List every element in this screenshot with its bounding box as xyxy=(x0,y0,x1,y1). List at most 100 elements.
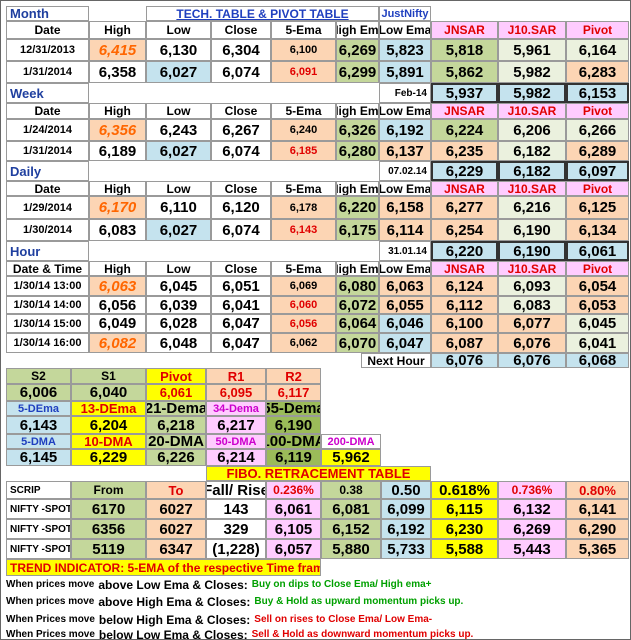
cell: 1/29/2014 xyxy=(6,196,89,219)
cell: 6,053 xyxy=(566,296,629,314)
cell: 6,269 xyxy=(498,519,566,539)
cell: 6,055 xyxy=(379,296,431,314)
cell: 6,290 xyxy=(566,519,629,539)
cell: 6,097 xyxy=(566,161,629,181)
cell: 6,110 xyxy=(146,196,211,219)
note-row: When prices move above High Ema & Closes:… xyxy=(6,593,626,610)
cell: Low xyxy=(146,103,211,119)
cell: 6,185 xyxy=(271,141,336,161)
cell: 5,818 xyxy=(431,39,498,61)
note-row: When Prices move below Low Ema & Closes: S… xyxy=(6,628,626,640)
note-row: When Prices move below High Ema & Closes:… xyxy=(6,611,626,628)
cell: 6,076 xyxy=(498,353,566,368)
cell: High xyxy=(89,103,146,119)
cell: 6,077 xyxy=(498,314,566,333)
cell: 6,115 xyxy=(431,499,498,519)
cell: 6,076 xyxy=(498,333,566,353)
cell: 6,190 xyxy=(498,219,566,241)
cell: 6,047 xyxy=(379,333,431,353)
cell: 6,152 xyxy=(321,519,381,539)
cell: 6,046 xyxy=(379,314,431,333)
cell: 6170 xyxy=(71,499,146,519)
cell: 5-Ema xyxy=(271,261,336,276)
cell: 0.80% xyxy=(566,481,629,499)
cell: 12/31/2013 xyxy=(6,39,89,61)
cell: 6,415 xyxy=(89,39,146,61)
cell: 1/31/2014 xyxy=(6,61,89,83)
cell: Low Ema xyxy=(379,181,431,196)
cell: 07.02.14 xyxy=(379,161,431,181)
cell: 6,175 xyxy=(336,219,379,241)
cell: 6,062 xyxy=(271,333,336,353)
cell: 6,027 xyxy=(146,141,211,161)
cell: NIFTY -SPOT xyxy=(6,519,71,539)
cell: 6,218 xyxy=(146,416,206,434)
cell: 6,190 xyxy=(498,241,566,261)
cell: 6347 xyxy=(146,539,206,559)
cell: 50-DMA xyxy=(206,434,266,449)
cell: Low Ema xyxy=(379,21,431,39)
cell: 100-DMA xyxy=(266,434,321,449)
cell: 6,091 xyxy=(271,61,336,83)
cell: 1/24/2014 xyxy=(6,119,89,141)
cell: 34-Dema xyxy=(206,401,266,416)
cell: 6,057 xyxy=(266,539,321,559)
cell: 6,112 xyxy=(431,296,498,314)
cell: R1 xyxy=(206,368,266,384)
cell: 6,114 xyxy=(379,219,431,241)
cell: 6,206 xyxy=(498,119,566,141)
cell: 5,443 xyxy=(498,539,566,559)
cell: High Ema xyxy=(336,21,379,39)
cell: 6,145 xyxy=(6,449,71,466)
cell: 5-DEma xyxy=(6,401,71,416)
cell: Date xyxy=(6,181,89,196)
cell: 5-Ema xyxy=(271,181,336,196)
cell: High Ema xyxy=(336,181,379,196)
cell: 6,192 xyxy=(379,119,431,141)
cell: 1/30/14 14:00 xyxy=(6,296,89,314)
cell: 6,006 xyxy=(6,384,71,401)
cell: Close xyxy=(211,261,271,276)
cell: 6,137 xyxy=(379,141,431,161)
cell: 6,095 xyxy=(206,384,266,401)
cell: 6,280 xyxy=(336,141,379,161)
cell: Close xyxy=(211,181,271,196)
cell: Fall/ Rise xyxy=(206,481,266,499)
cell: 5,891 xyxy=(379,61,431,83)
cell: Next Hour xyxy=(361,353,431,368)
cell: 6,074 xyxy=(211,219,271,241)
cell: 6,047 xyxy=(211,314,271,333)
cell: 6,048 xyxy=(146,333,211,353)
cell: TECH. TABLE & PIVOT TABLE xyxy=(146,6,379,21)
cell: JNSAR xyxy=(431,21,498,39)
cell: 55-Dema xyxy=(266,401,321,416)
cell: 6,072 xyxy=(336,296,379,314)
cell: Date xyxy=(6,21,89,39)
cell: 6,204 xyxy=(71,416,146,434)
cell: Pivot xyxy=(566,261,629,276)
cell: 6,125 xyxy=(566,196,629,219)
cell: TREND INDICATOR: 5-EMA of the respective… xyxy=(6,559,321,576)
cell: From xyxy=(71,481,146,499)
cell: 6,099 xyxy=(381,499,431,519)
cell: 6,289 xyxy=(566,141,629,161)
cell: 5-Ema xyxy=(271,103,336,119)
cell: 6,182 xyxy=(498,141,566,161)
cell: 1/31/2014 xyxy=(6,141,89,161)
cell: 6,040 xyxy=(71,384,146,401)
cell: 6,243 xyxy=(146,119,211,141)
cell: J10.SAR xyxy=(498,103,566,119)
cell: 6027 xyxy=(146,519,206,539)
note-text: above High Ema & Closes: xyxy=(98,594,251,609)
cell: 6,054 xyxy=(566,276,629,296)
cell: JNSAR xyxy=(431,181,498,196)
cell: 6,041 xyxy=(566,333,629,353)
cell: 6,074 xyxy=(211,141,271,161)
cell: J10.SAR xyxy=(498,261,566,276)
cell: 6,189 xyxy=(89,141,146,161)
cell: JNSAR xyxy=(431,261,498,276)
note-text: below High Ema & Closes: xyxy=(98,612,251,627)
cell: 6,045 xyxy=(566,314,629,333)
cell: 13-DEma xyxy=(71,401,146,416)
